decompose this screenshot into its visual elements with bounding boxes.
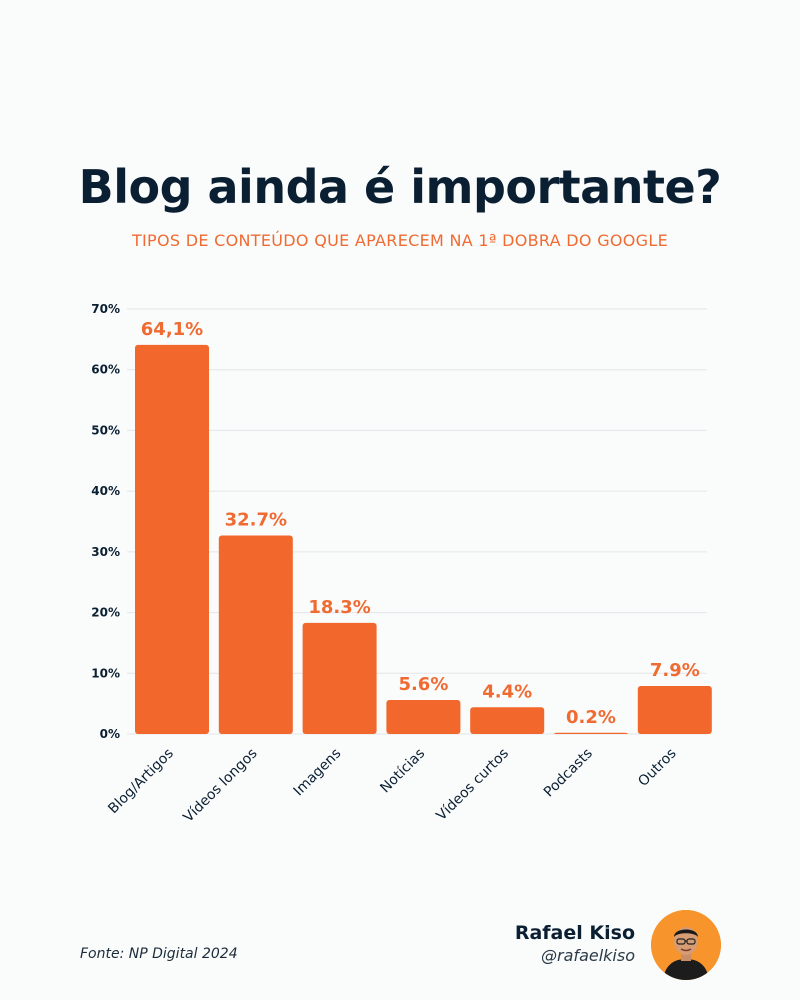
x-tick-label: Podcasts: [541, 746, 596, 801]
chart-subtitle: TIPOS DE CONTEÚDO QUE APARECEM NA 1ª DOB…: [131, 231, 669, 250]
bar: [386, 700, 461, 734]
bar: [470, 707, 545, 734]
person-icon: [651, 910, 721, 980]
x-tick-label: Imagens: [291, 746, 345, 800]
bar: [135, 344, 209, 734]
data-label: 4.4%: [482, 681, 532, 702]
bar: [554, 732, 628, 734]
bar-chart: 0% 10% 20% 30% 40% 50% 60% 70% 64,1% Blog/Artigos…: [91, 302, 712, 826]
x-tick-label: Outros: [635, 746, 679, 790]
bar: [637, 686, 712, 734]
author-handle: @rafaelkiso: [541, 946, 635, 965]
author-avatar: [651, 910, 721, 980]
data-label: 64,1%: [141, 319, 203, 340]
chart-title: Blog ainda é importante?: [78, 160, 722, 214]
y-tick-label: 40%: [91, 484, 120, 498]
y-tick-label: 30%: [91, 545, 120, 559]
data-label: 0.2%: [566, 707, 616, 728]
bar: [302, 622, 377, 734]
y-tick-label: 50%: [91, 423, 120, 437]
source-note: Fonte: NP Digital 2024: [80, 946, 238, 962]
y-tick-label: 0%: [100, 727, 120, 741]
y-tick-label: 60%: [91, 363, 120, 377]
x-tick-label: Vídeos curtos: [434, 746, 512, 824]
data-label: 7.9%: [650, 660, 700, 681]
y-tick-label: 70%: [91, 302, 120, 316]
x-tick-label: Notícias: [377, 746, 428, 797]
bar: [218, 535, 293, 734]
data-label: 32.7%: [225, 509, 287, 530]
author-name: Rafael Kiso: [514, 922, 635, 944]
y-tick-label: 20%: [91, 606, 120, 620]
y-tick-label: 10%: [91, 666, 120, 680]
data-label: 5.6%: [398, 674, 448, 695]
data-label: 18.3%: [308, 597, 370, 618]
x-tick-label: Blog/Artigos: [105, 746, 177, 818]
x-tick-label: Vídeos longos: [180, 746, 260, 826]
